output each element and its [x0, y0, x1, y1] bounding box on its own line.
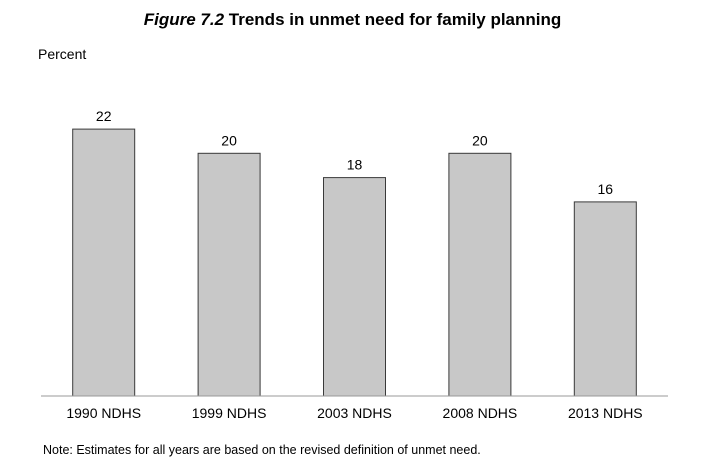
chart-title-text: Trends in unmet need for family planning: [228, 10, 562, 29]
x-tick-label: 2013 NDHS: [568, 405, 643, 421]
chart-title-prefix: Figure 7.2: [143, 10, 225, 29]
x-tick-label: 2008 NDHS: [443, 405, 518, 421]
bar-2008-ndhs: [448, 152, 512, 397]
data-label: 20: [472, 132, 488, 148]
data-label: 16: [598, 181, 614, 197]
x-tick-label: 1999 NDHS: [192, 405, 267, 421]
x-tick-label: 1990 NDHS: [66, 405, 141, 421]
y-axis-label: Percent: [38, 46, 87, 62]
bar-2013-ndhs: [573, 201, 637, 397]
x-tick-label: 2003 NDHS: [317, 405, 392, 421]
data-label: 20: [221, 132, 237, 148]
bar-2003-ndhs: [323, 177, 386, 397]
data-label: 18: [347, 157, 363, 173]
chart-note: Note: Estimates for all years are based …: [43, 443, 481, 457]
bar-1999-ndhs: [197, 152, 261, 397]
chart-title: Figure 7.2 Trends in unmet need for fami…: [0, 10, 705, 30]
data-label: 22: [96, 108, 112, 124]
bar-1990-ndhs: [72, 128, 136, 397]
